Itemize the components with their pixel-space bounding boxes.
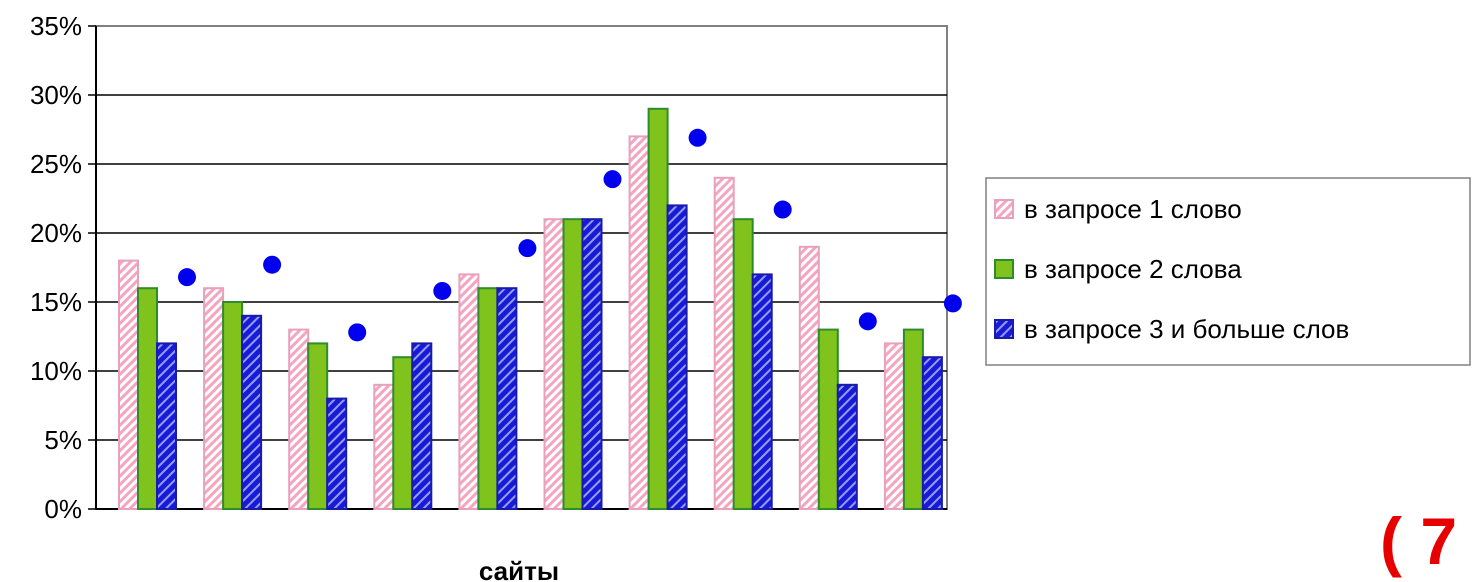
bar-series-1 [458, 273, 480, 510]
bar-series-2 [647, 107, 669, 511]
legend-swatch [994, 319, 1014, 339]
bar-series-1 [798, 245, 820, 511]
scatter-point [943, 294, 962, 313]
bar-series-2 [732, 218, 754, 510]
legend-label: в запросе 2 слова [1024, 254, 1242, 284]
bar-series-2 [222, 301, 244, 510]
bar-series-1 [883, 342, 905, 510]
scatter-point [348, 323, 367, 342]
legend: в запросе 1 слово в запросе 2 слова в запр… [985, 177, 1471, 366]
bar-series-1 [543, 218, 565, 510]
bar-series-1 [118, 259, 139, 510]
legend-label: в запросе 1 слово [1024, 194, 1242, 224]
bar-series-2 [902, 328, 924, 510]
bar-series-3 [751, 273, 773, 510]
y-tick-label: 20% [30, 218, 82, 248]
y-tick-label: 35% [30, 11, 82, 41]
scatter-point [263, 255, 282, 274]
scatter-point [518, 239, 537, 258]
scatter-point [858, 312, 877, 331]
y-tick-label: 25% [30, 149, 82, 179]
bar-series-2 [307, 342, 329, 510]
y-tick-label: 15% [30, 287, 82, 317]
legend-swatch [994, 259, 1014, 279]
scatter-point [688, 128, 707, 147]
bar-series-3 [496, 287, 518, 511]
corner-mark: ( 7 [1380, 504, 1458, 578]
bar-series-1 [628, 135, 650, 510]
bar-series-3 [666, 204, 688, 510]
bar-series-3 [411, 342, 433, 510]
scatter-point [603, 170, 622, 189]
bar-series-1 [288, 328, 310, 510]
bar-series-3 [581, 218, 603, 510]
scatter-point [178, 268, 196, 287]
scatter-point [773, 200, 792, 219]
y-tick-label: 0% [44, 494, 82, 524]
bar-series-2 [137, 287, 158, 511]
bar-series-2 [562, 218, 584, 510]
y-tick-label: 5% [44, 425, 82, 455]
bar-series-3 [326, 397, 348, 511]
legend-label: в запросе 3 и больше слов [1024, 314, 1349, 344]
legend-swatch [994, 199, 1014, 219]
bar-series-1 [373, 383, 395, 510]
bar-series-3 [836, 383, 858, 510]
plot-area: 0% 5% 10% 15% 20% 25% 30% 35% [30, 11, 962, 524]
y-tick-label: 10% [30, 356, 82, 386]
bar-series-3 [921, 356, 943, 511]
bar-series-3 [241, 314, 263, 510]
x-axis-label: сайты [479, 556, 559, 582]
bar-series-2 [392, 356, 414, 511]
bar-series-2 [817, 328, 839, 510]
bar-series-2 [477, 287, 499, 511]
legend-box [985, 177, 1471, 366]
y-tick-label: 30% [30, 80, 82, 110]
scatter-point [433, 281, 452, 300]
bar-series-1 [203, 287, 225, 511]
bar-series-3 [156, 342, 177, 510]
bar-series-1 [713, 176, 735, 511]
